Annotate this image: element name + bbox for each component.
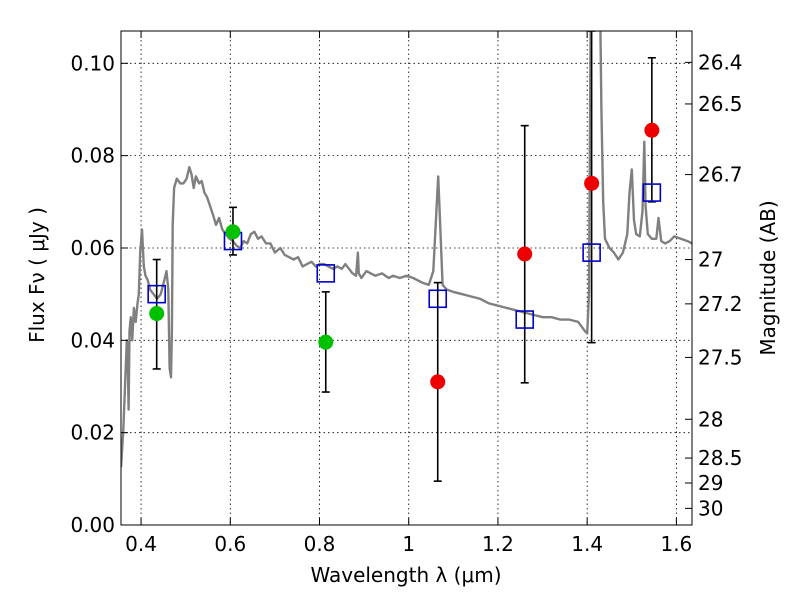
mag-tick-label: 27.5 bbox=[698, 345, 743, 369]
observed-optical-point bbox=[149, 306, 165, 322]
x-tick-label: 1.2 bbox=[482, 532, 514, 556]
error-bars-layer bbox=[152, 31, 656, 482]
observed-nir-point bbox=[517, 246, 533, 262]
mag-tick-label: 26.4 bbox=[698, 50, 743, 74]
observed-nir-point bbox=[644, 122, 660, 138]
model-photometry-square bbox=[428, 289, 448, 309]
mag-tick-label: 26.5 bbox=[698, 92, 743, 116]
template-spectrum-layer bbox=[121, 31, 692, 468]
observed-optical-point bbox=[318, 334, 334, 350]
observed-optical-point bbox=[225, 224, 241, 240]
y-tick-label: 0.02 bbox=[70, 421, 115, 445]
mag-tick-label: 27 bbox=[698, 248, 723, 272]
mag-tick-label: 27.2 bbox=[698, 292, 743, 316]
plot-frame bbox=[120, 30, 693, 526]
y2-axis-label: Magnitude (AB) bbox=[756, 200, 780, 355]
y-tick-label: 0.08 bbox=[70, 144, 115, 168]
mag-tick-label: 26.7 bbox=[698, 163, 743, 187]
mag-tick-label: 28 bbox=[698, 407, 723, 431]
x-tick-label: 1.6 bbox=[660, 532, 692, 556]
model-photometry-square bbox=[642, 183, 662, 202]
tick-labels: 0.4 0.6 0.8 1 1.2 1.4 1.6 0.00 0.02 0.04 0.06 0.08 0… bbox=[70, 50, 742, 556]
mag-tick-label: 28.5 bbox=[698, 446, 743, 470]
x-tick-label: 0.8 bbox=[304, 532, 336, 556]
y-tick-label: 0.10 bbox=[70, 51, 115, 75]
y-tick-label: 0.04 bbox=[70, 328, 115, 352]
x-axis-label: Wavelength λ (μm) bbox=[310, 563, 501, 587]
grid-lines bbox=[121, 31, 692, 526]
model-photometry-square bbox=[582, 243, 601, 262]
model-photometry-square bbox=[515, 310, 535, 329]
x-tick-label: 1.4 bbox=[571, 532, 603, 556]
x-tick-label: 0.6 bbox=[214, 532, 246, 556]
y-tick-label: 0.06 bbox=[70, 236, 115, 260]
axis-ticks bbox=[121, 31, 692, 526]
observed-nir-point bbox=[430, 374, 446, 390]
y-axis-label: Flux Fν ( μJy ) bbox=[25, 207, 49, 343]
model-photometry-square bbox=[316, 264, 336, 283]
x-tick-label: 1 bbox=[402, 532, 415, 556]
mag-tick-label: 29 bbox=[698, 471, 723, 495]
observed-nir-point bbox=[584, 175, 600, 191]
model-photometry-square bbox=[147, 284, 166, 304]
markers-layer bbox=[147, 122, 662, 390]
x-tick-label: 0.4 bbox=[125, 532, 157, 556]
template-spectrum-line bbox=[121, 31, 692, 468]
y-tick-label: 0.00 bbox=[70, 513, 115, 537]
mag-tick-label: 30 bbox=[698, 496, 723, 520]
